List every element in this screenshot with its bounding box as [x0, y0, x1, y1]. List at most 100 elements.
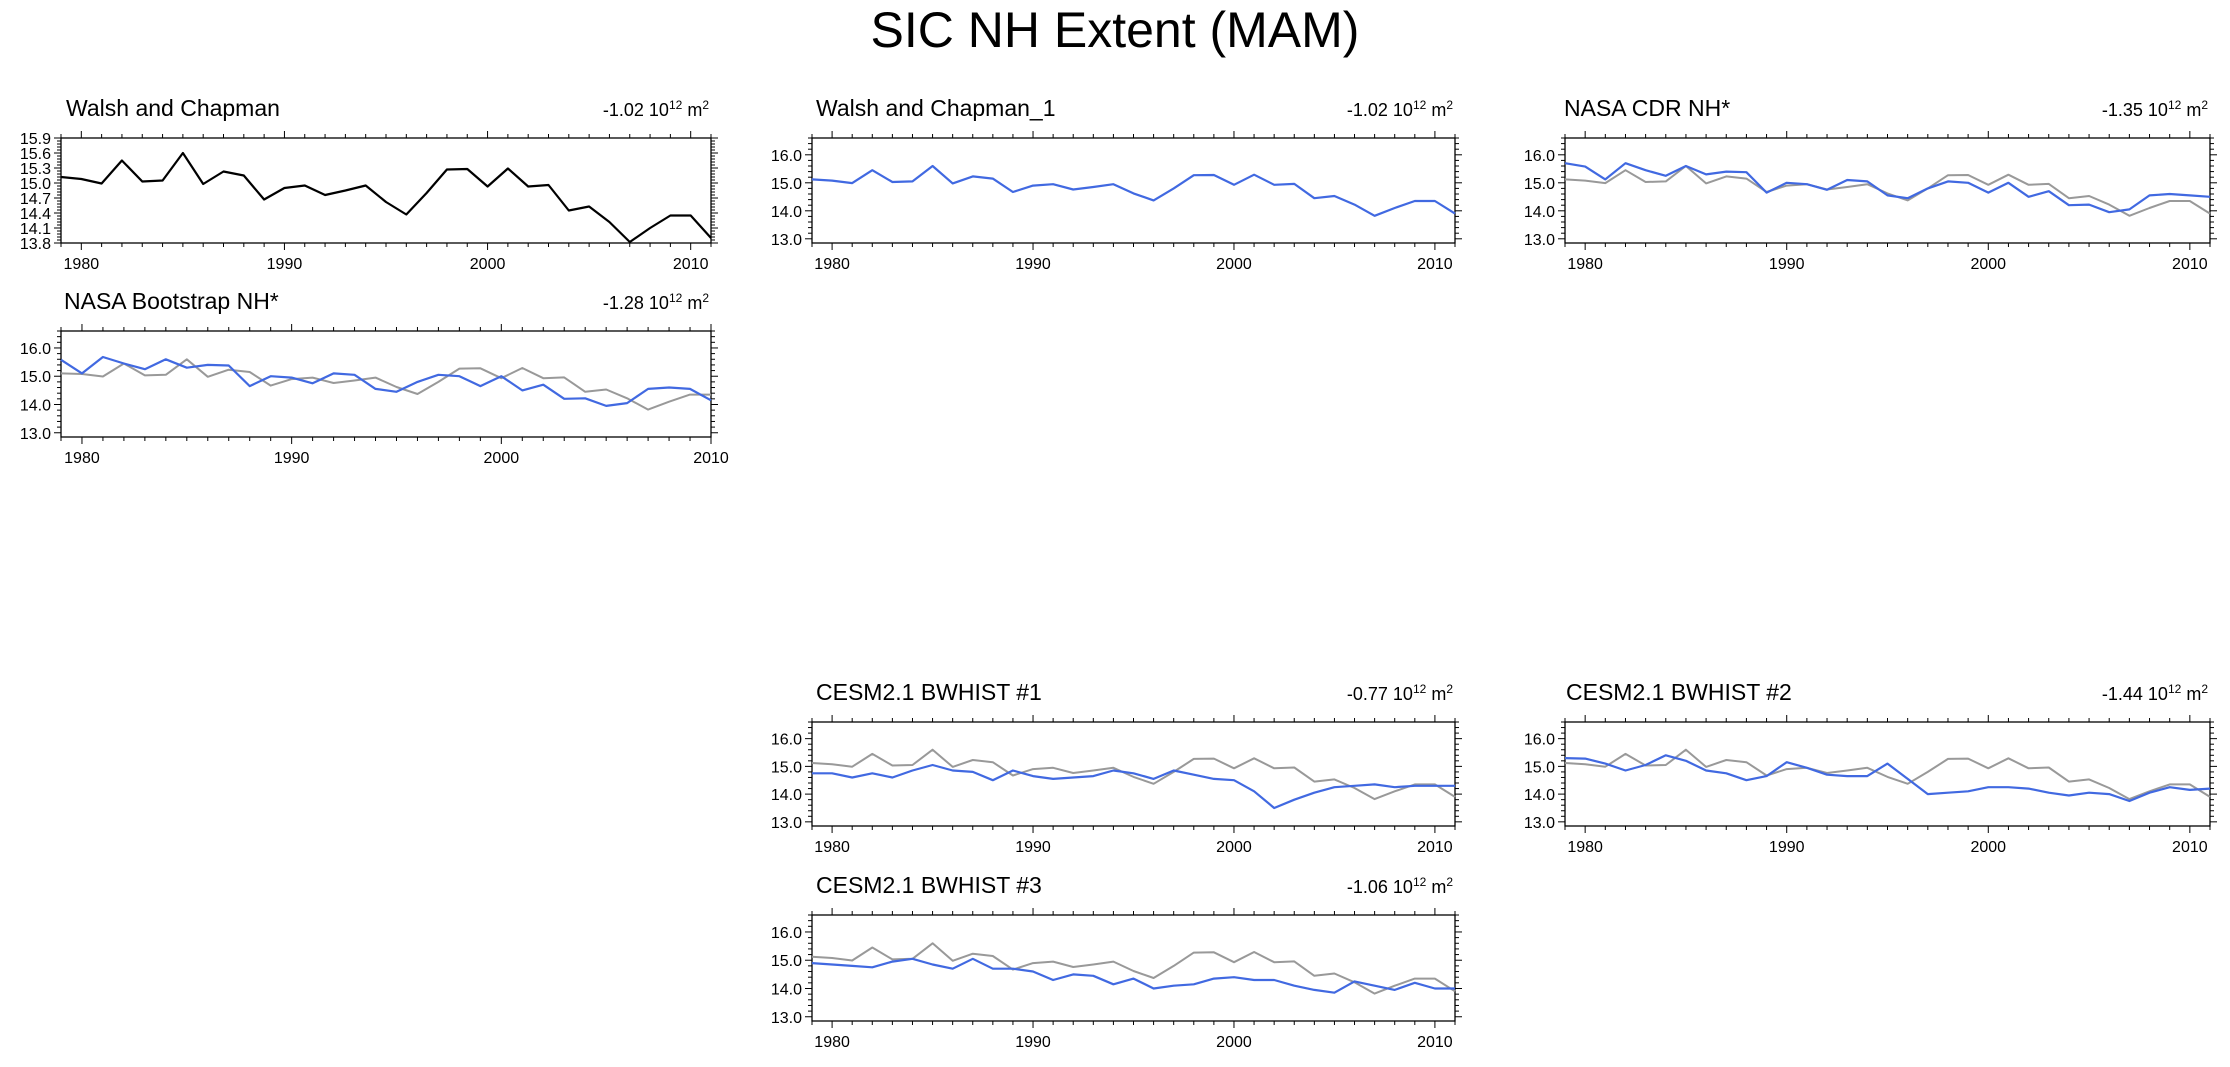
- plot-frame: [811, 914, 1456, 1022]
- x-tick-label: 1990: [267, 256, 303, 273]
- panel-title: NASA CDR NH*: [1564, 95, 1730, 121]
- x-tick-label: 1980: [814, 1034, 850, 1051]
- series-line-ref: [811, 748, 1456, 801]
- x-tick-label: 1990: [1015, 256, 1051, 273]
- y-tick-label: 15.0: [771, 176, 802, 193]
- y-tick-label: 14.7: [20, 191, 51, 208]
- x-tick-label: 2010: [1417, 1034, 1453, 1051]
- plot-frame: [1564, 137, 2211, 244]
- x-tick-label: 1990: [1015, 1034, 1051, 1051]
- x-tick-label: 1980: [814, 256, 850, 273]
- series-line-model: [60, 355, 712, 407]
- x-tick-label: 2000: [1216, 1034, 1252, 1051]
- series-line-ref: [1564, 165, 2211, 217]
- y-tick-label: 14.0: [20, 397, 51, 414]
- x-tick-label: 1990: [1769, 839, 1805, 856]
- panel-title: CESM2.1 BWHIST #3: [816, 872, 1042, 898]
- trend-label: -0.77 1012 m2: [1347, 682, 1453, 704]
- y-tick-label: 16.0: [771, 925, 802, 942]
- y-tick-label: 13.0: [771, 815, 802, 832]
- y-tick-label: 16.0: [1524, 732, 1555, 749]
- panel-title: CESM2.1 BWHIST #1: [816, 679, 1042, 705]
- series-line-obs: [60, 151, 712, 244]
- series-line-ref: [60, 358, 711, 411]
- y-tick-label: 16.0: [771, 148, 802, 165]
- y-tick-label: 13.0: [20, 426, 51, 443]
- y-tick-label: 15.0: [20, 176, 51, 193]
- x-tick-label: 1980: [814, 839, 850, 856]
- y-tick-label: 15.0: [1524, 176, 1555, 193]
- series-line-ref: [1564, 748, 2211, 801]
- x-tick-label: 2000: [470, 256, 506, 273]
- panel-title: CESM2.1 BWHIST #2: [1566, 679, 1792, 705]
- x-tick-label: 2010: [673, 256, 709, 273]
- panel-title: Walsh and Chapman: [66, 95, 280, 121]
- y-tick-label: 15.3: [20, 161, 51, 178]
- trend-label: -1.06 1012 m2: [1347, 875, 1453, 897]
- series-line-model: [811, 164, 1456, 217]
- panel-title: NASA Bootstrap NH*: [64, 288, 279, 314]
- panel-1: Walsh and Chapman -1.02 1012 m2 1980 1990 20…: [20, 95, 718, 273]
- x-tick-label: 2000: [1216, 256, 1252, 273]
- plot-frame: [811, 137, 1456, 244]
- y-tick-label: 13.0: [771, 232, 802, 249]
- trend-label: -1.35 1012 m2: [2102, 98, 2208, 120]
- y-tick-label: 16.0: [771, 732, 802, 749]
- series-line-model: [812, 763, 1455, 810]
- y-tick-label: 14.4: [20, 206, 51, 223]
- trend-label: -1.02 1012 m2: [1347, 98, 1453, 120]
- y-tick-label: 16.0: [20, 341, 51, 358]
- panel-7: CESM2.1 BWHIST #3 -1.06 1012 m2 1980 1990 20…: [771, 872, 1462, 1051]
- series-line-model: [1564, 754, 2211, 803]
- panel-6: CESM2.1 BWHIST #2 -1.44 1012 m2 1980 1990 20…: [1524, 679, 2217, 856]
- panel-title: Walsh and Chapman_1: [816, 95, 1056, 121]
- panel-2: NASA Bootstrap NH* -1.28 1012 m2 1980 1990 2…: [20, 288, 729, 467]
- x-tick-label: 2010: [2172, 256, 2208, 273]
- y-tick-label: 15.6: [20, 146, 51, 163]
- x-tick-label: 2010: [693, 450, 729, 467]
- trend-label: -1.28 1012 m2: [603, 291, 709, 313]
- x-tick-label: 2010: [2172, 839, 2208, 856]
- x-tick-label: 1990: [274, 450, 310, 467]
- x-tick-label: 2000: [1970, 839, 2006, 856]
- y-tick-label: 16.0: [1524, 148, 1555, 165]
- x-tick-label: 1990: [1769, 256, 1805, 273]
- x-tick-label: 1990: [1015, 839, 1051, 856]
- y-tick-label: 14.0: [771, 981, 802, 998]
- series-line-model: [1564, 162, 2211, 214]
- x-tick-label: 1980: [64, 450, 100, 467]
- y-tick-label: 13.0: [1524, 232, 1555, 249]
- panel-5: CESM2.1 BWHIST #1 -0.77 1012 m2 1980 1990 20…: [771, 679, 1462, 856]
- trend-label: -1.02 1012 m2: [603, 98, 709, 120]
- y-tick-label: 14.1: [20, 221, 51, 238]
- panel-4: NASA CDR NH* -1.35 1012 m2 1980 1990 2000 201…: [1524, 95, 2217, 273]
- y-tick-label: 14.0: [1524, 787, 1555, 804]
- plot-frame: [1564, 721, 2211, 827]
- series-line-model: [811, 957, 1455, 994]
- x-tick-label: 2000: [484, 450, 520, 467]
- y-tick-label: 14.0: [771, 787, 802, 804]
- panel-3: Walsh and Chapman_1 -1.02 1012 m2 1980 1990…: [771, 95, 1462, 273]
- x-tick-label: 2010: [1417, 256, 1453, 273]
- series-line-ref: [811, 942, 1456, 995]
- y-tick-label: 15.0: [1524, 759, 1555, 776]
- x-tick-label: 1980: [64, 256, 100, 273]
- x-tick-label: 1980: [1567, 839, 1603, 856]
- y-tick-label: 15.9: [20, 131, 51, 148]
- figure-title: SIC NH Extent (MAM): [870, 2, 1360, 58]
- x-tick-label: 2000: [1216, 839, 1252, 856]
- x-tick-label: 2000: [1970, 256, 2006, 273]
- x-tick-label: 2010: [1417, 839, 1453, 856]
- trend-label: -1.44 1012 m2: [2102, 682, 2208, 704]
- y-tick-label: 15.0: [771, 759, 802, 776]
- y-tick-label: 15.0: [20, 369, 51, 386]
- y-tick-label: 13.8: [20, 236, 51, 253]
- y-tick-label: 13.0: [1524, 815, 1555, 832]
- y-tick-label: 14.0: [771, 204, 802, 221]
- y-tick-label: 14.0: [1524, 204, 1555, 221]
- x-tick-label: 1980: [1567, 256, 1603, 273]
- y-tick-label: 15.0: [771, 953, 802, 970]
- y-tick-label: 13.0: [771, 1010, 802, 1027]
- plot-frame: [60, 330, 712, 438]
